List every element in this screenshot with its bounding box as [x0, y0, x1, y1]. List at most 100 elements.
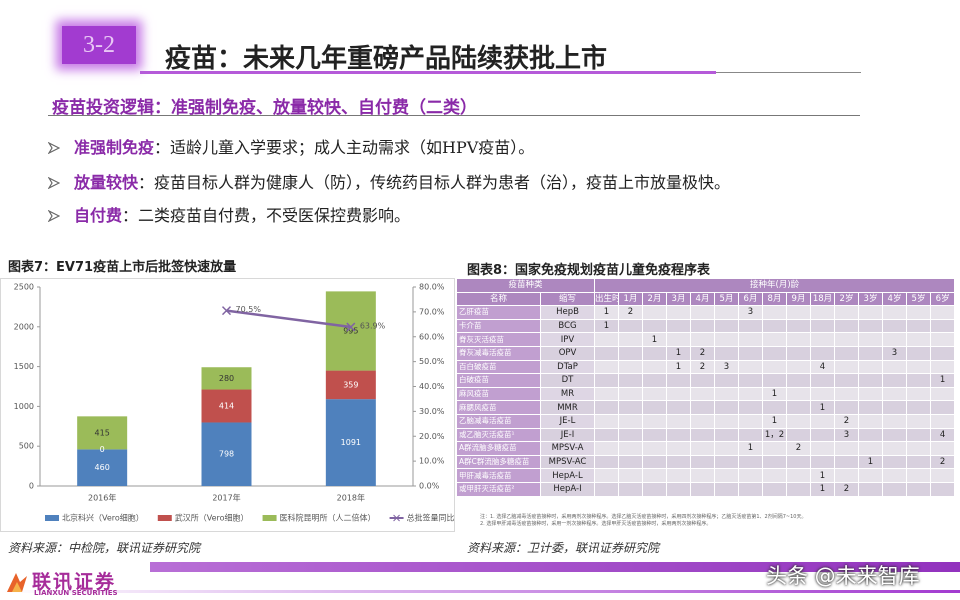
dose-cell — [834, 373, 860, 388]
dose-cell — [858, 318, 884, 334]
dose-cell — [786, 345, 812, 361]
dose-cell — [690, 373, 716, 388]
dose-cell — [858, 305, 884, 320]
table-row: 卡介苗 BCG 1 — [456, 318, 956, 334]
dose-cell — [594, 454, 620, 470]
y-tick-label: 1500 — [14, 362, 34, 371]
vaccine-abbr: BCG — [539, 318, 596, 334]
vaccine-name: 脊灰减毒活疫苗 — [456, 345, 541, 361]
table-row: A群流脑多糖疫苗 MPSV-A 1 2 — [456, 441, 956, 456]
dose-cell: 3 — [834, 427, 860, 443]
dose-cell — [666, 427, 692, 443]
bullet: 准强制免疫：适龄儿童入学要求；成人主动需求（如HPV疫苗）。 — [47, 134, 535, 158]
y-tick-label: 0 — [29, 482, 34, 491]
table-row: 乙脑减毒活疫苗 JE-L 1 2 — [456, 413, 956, 429]
dose-cell — [858, 441, 884, 456]
bullet-arrow — [47, 209, 61, 223]
column-header: 缩写 — [539, 291, 596, 307]
dose-cell — [930, 345, 956, 361]
table-row: 乙肝疫苗 HepB 1 2 3 — [456, 305, 956, 320]
dose-cell — [930, 400, 956, 415]
dose-cell — [930, 386, 956, 402]
dose-cell: 1 — [762, 413, 788, 429]
vaccine-name: 甲肝减毒活疫苗 — [456, 468, 541, 483]
column-header: 6岁 — [930, 291, 956, 307]
dose-cell — [906, 373, 932, 388]
legend-label: 武汉所（Vero细胞） — [175, 513, 249, 523]
dose-cell — [930, 441, 956, 456]
vaccine-abbr: MPSV-AC — [539, 454, 596, 470]
dose-cell — [690, 332, 716, 347]
vaccine-abbr: HepA-L — [539, 468, 596, 483]
bullet-term: 准强制免疫 — [74, 138, 155, 157]
bullet-arrow — [47, 141, 61, 155]
logo-icon — [7, 573, 27, 592]
dose-cell — [594, 345, 620, 361]
dose-cell — [618, 359, 644, 375]
vaccine-name: A群流脑多糖疫苗 — [456, 441, 541, 456]
dose-cell — [666, 373, 692, 388]
vaccine-name: 麻风疫苗 — [456, 386, 541, 402]
column-header: 出生时 — [594, 291, 620, 307]
dose-cell — [642, 386, 668, 402]
dose-cell — [714, 413, 740, 429]
dose-cell — [714, 386, 740, 402]
logo-subtext: LIANXUN SECURITIES — [34, 589, 118, 597]
dose-cell — [834, 454, 860, 470]
column-header: 2岁 — [834, 291, 860, 307]
bar-value-label: 798 — [219, 450, 234, 459]
arrow-shape — [47, 141, 61, 155]
dose-cell — [594, 441, 620, 456]
vaccine-abbr: MPSV-A — [539, 441, 596, 456]
dose-cell — [834, 386, 860, 402]
dose-cell — [666, 468, 692, 483]
dose-cell — [618, 332, 644, 347]
dose-cell — [858, 332, 884, 347]
dose-cell — [858, 386, 884, 402]
dose-cell: 1 — [594, 318, 620, 334]
dose-cell — [714, 454, 740, 470]
dose-cell: 1，2 — [762, 427, 788, 443]
dose-cell — [882, 386, 908, 402]
dose-cell: 3 — [714, 359, 740, 375]
dose-cell: 1 — [810, 468, 836, 483]
column-header: 3岁 — [858, 291, 884, 307]
dose-cell — [810, 454, 836, 470]
dose-cell — [690, 468, 716, 483]
dose-cell — [594, 359, 620, 375]
dose-cell — [906, 481, 932, 497]
dose-cell — [714, 481, 740, 497]
dose-cell: 2 — [690, 359, 716, 375]
bar-value-label: 415 — [95, 428, 110, 437]
dose-cell — [882, 359, 908, 375]
dose-cell — [738, 332, 764, 347]
dose-cell: 1 — [810, 400, 836, 415]
dose-cell — [738, 427, 764, 443]
dose-cell — [666, 413, 692, 429]
vaccine-name: 乙脑减毒活疫苗 — [456, 413, 541, 429]
dose-cell — [690, 481, 716, 497]
dose-cell — [642, 318, 668, 334]
dose-cell — [882, 427, 908, 443]
chart: 0 500 1000 1500 2000 2500 0.0% 10.0% 20.0% 30.0% 4… — [0, 278, 455, 532]
bullet-text: ：疫苗目标人群为健康人（防），传统药目标人群为患者（治），疫苗上市放量极快。 — [138, 173, 731, 192]
line-series — [226, 309, 351, 329]
dose-cell — [594, 468, 620, 483]
dose-cell — [762, 345, 788, 361]
dose-cell — [738, 400, 764, 415]
dose-cell — [762, 373, 788, 388]
dose-cell — [834, 468, 860, 483]
dose-cell — [882, 454, 908, 470]
dose-cell — [594, 427, 620, 443]
watermark: 头条 @未来智库 — [766, 564, 920, 588]
legend-swatch — [45, 515, 59, 521]
bullet-text: ：二类疫苗自付费，不受医保控费影响。 — [122, 206, 411, 225]
table-row: 甲肝减毒活疫苗 HepA-L 1 — [456, 468, 956, 483]
dose-cell — [906, 305, 932, 320]
title-underline — [716, 72, 861, 73]
dose-cell — [618, 441, 644, 456]
note-line: 注：1. 选择乙脑减毒活疫苗接种时，采用两剂次接种程序。选择乙脑灭活疫苗接种时，… — [480, 514, 807, 520]
dose-cell — [762, 454, 788, 470]
bullet-text: ：适龄儿童入学要求；成人主动需求（如HPV疫苗）。 — [154, 138, 535, 157]
dose-cell — [858, 481, 884, 497]
